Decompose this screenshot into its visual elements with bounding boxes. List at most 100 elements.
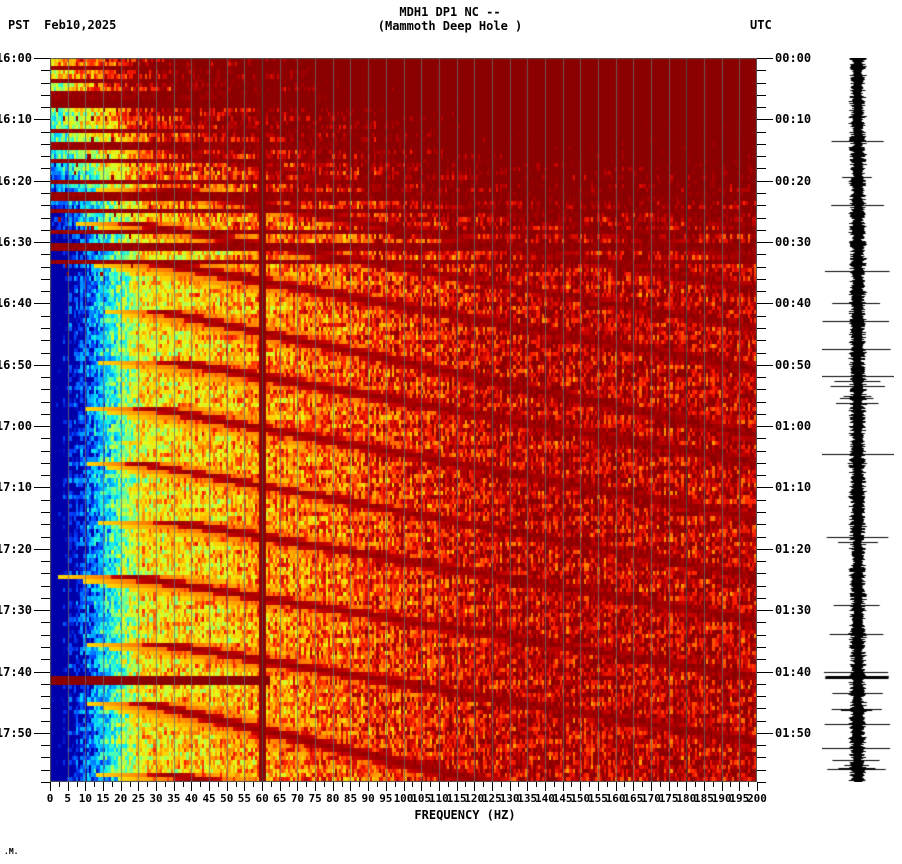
time-tick-minor: [41, 537, 50, 538]
freq-tick-major: [457, 782, 458, 791]
time-tick-minor: [757, 230, 766, 231]
freq-tick-minor: [607, 782, 608, 787]
freq-tick-major: [209, 782, 210, 791]
time-tick-label: 17:20: [0, 542, 32, 556]
freq-tick-label: 25: [131, 792, 145, 805]
frequency-axis-title-text: FREQUENCY (HZ): [414, 808, 516, 822]
time-tick-minor: [41, 230, 50, 231]
freq-tick-minor: [730, 782, 731, 787]
time-tick-minor: [41, 684, 50, 685]
time-tick-major: [34, 610, 50, 611]
freq-tick-label: 30: [149, 792, 163, 805]
freq-tick-minor: [571, 782, 572, 787]
freq-tick-minor: [130, 782, 131, 787]
header-timezone-date: PST Feb10,2025: [8, 18, 117, 32]
time-tick-major: [34, 365, 50, 366]
time-tick-minor: [41, 512, 50, 513]
time-tick-label: 17:40: [0, 665, 32, 679]
freq-tick-minor: [748, 782, 749, 787]
time-tick-minor: [757, 647, 766, 648]
freq-tick-label: 55: [237, 792, 252, 805]
time-tick-minor: [41, 659, 50, 660]
freq-tick-label: 5: [64, 792, 71, 805]
spectrogram-plot[interactable]: [50, 58, 757, 782]
time-tick-minor: [757, 218, 766, 219]
time-tick-minor: [757, 500, 766, 501]
freq-tick-minor: [324, 782, 325, 787]
time-tick-minor: [41, 83, 50, 84]
freq-tick-minor: [77, 782, 78, 787]
freq-tick-minor: [271, 782, 272, 787]
freq-tick-label: 140: [534, 792, 555, 805]
freq-tick-label: 150: [570, 792, 591, 805]
time-tick-minor: [757, 512, 766, 513]
time-tick-major: [757, 610, 773, 611]
freq-tick-label: 160: [605, 792, 626, 805]
time-tick-label: 01:20: [775, 542, 812, 556]
freq-tick-label: 155: [587, 792, 608, 805]
time-tick-minor: [757, 537, 766, 538]
time-tick-label: 16:50: [0, 358, 32, 372]
freq-tick-minor: [395, 782, 396, 787]
freq-tick-major: [580, 782, 581, 791]
freq-tick-major: [633, 782, 634, 791]
freq-tick-major: [156, 782, 157, 791]
time-tick-minor: [41, 782, 50, 783]
time-tick-minor: [757, 745, 766, 746]
time-tick-minor: [757, 353, 766, 354]
time-tick-major: [757, 303, 773, 304]
time-tick-minor: [757, 340, 766, 341]
time-tick-minor: [41, 622, 50, 623]
helicorder-canvas: [822, 58, 894, 782]
freq-tick-minor: [501, 782, 502, 787]
time-tick-minor: [757, 757, 766, 758]
freq-tick-major: [404, 782, 405, 791]
freq-tick-label: 65: [273, 792, 287, 805]
time-tick-label: 00:10: [775, 112, 812, 126]
time-axis-utc: 00:00 00:10 00:20 00:30 00:40 00:50 01:00 01:10…: [757, 51, 837, 783]
freq-tick-label: 115: [446, 792, 467, 805]
freq-tick-label: 170: [641, 792, 661, 805]
time-tick-minor: [757, 291, 766, 292]
time-tick-minor: [41, 70, 50, 71]
freq-tick-label: 10: [78, 792, 92, 805]
freq-tick-major: [474, 782, 475, 791]
time-tick-minor: [41, 438, 50, 439]
time-tick-label: 16:10: [0, 112, 32, 126]
freq-tick-label: 125: [481, 792, 502, 805]
time-tick-major: [34, 242, 50, 243]
time-tick-label: 01:30: [775, 603, 812, 617]
freq-tick-major: [386, 782, 387, 791]
time-tick-major: [757, 365, 773, 366]
time-tick-minor: [757, 107, 766, 108]
freq-tick-label: 180: [676, 792, 697, 805]
time-tick-label: 00:00: [775, 51, 812, 65]
time-tick-label: 16:00: [0, 51, 32, 65]
page-subtitle: (Mammoth Deep Hole ): [377, 19, 523, 33]
time-tick-minor: [757, 193, 766, 194]
time-tick-major: [34, 487, 50, 488]
freq-tick-label: 80: [326, 792, 340, 805]
time-tick-minor: [41, 291, 50, 292]
time-tick-minor: [41, 193, 50, 194]
freq-tick-label: 35: [167, 792, 181, 805]
time-tick-major: [34, 181, 50, 182]
freq-tick-major: [280, 782, 281, 791]
time-tick-major: [757, 672, 773, 673]
time-tick-minor: [41, 267, 50, 268]
freq-tick-minor: [377, 782, 378, 787]
time-tick-minor: [757, 696, 766, 697]
freq-tick-major: [704, 782, 705, 791]
freq-tick-major: [616, 782, 617, 791]
freq-tick-major: [722, 782, 723, 791]
time-tick-major: [34, 549, 50, 550]
time-tick-minor: [41, 696, 50, 697]
time-tick-major: [757, 426, 773, 427]
freq-tick-major: [121, 782, 122, 791]
time-tick-minor: [757, 70, 766, 71]
time-tick-minor: [757, 132, 766, 133]
time-tick-minor: [757, 205, 766, 206]
freq-tick-major: [191, 782, 192, 791]
time-tick-minor: [41, 721, 50, 722]
time-tick-minor: [41, 279, 50, 280]
